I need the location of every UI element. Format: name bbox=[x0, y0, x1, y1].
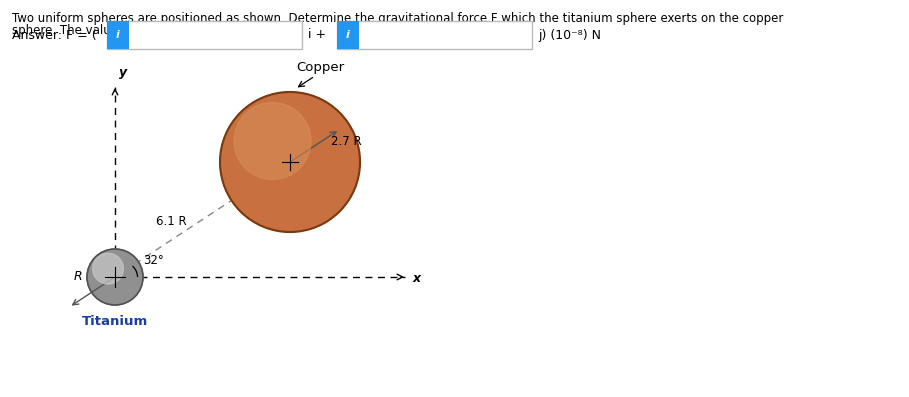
Text: 6.1 R: 6.1 R bbox=[156, 215, 186, 228]
Text: 32°: 32° bbox=[143, 254, 164, 267]
Text: y: y bbox=[119, 66, 127, 79]
Text: j) (10⁻⁸) N: j) (10⁻⁸) N bbox=[538, 29, 601, 42]
Bar bbox=[107, 21, 129, 49]
Text: Two uniform spheres are positioned as shown. Determine the gravitational force F: Two uniform spheres are positioned as sh… bbox=[12, 12, 784, 25]
Text: Copper: Copper bbox=[296, 61, 345, 74]
Circle shape bbox=[220, 92, 360, 232]
Text: R: R bbox=[74, 270, 82, 283]
Text: i: i bbox=[116, 30, 120, 40]
Bar bbox=[107, 21, 302, 49]
Circle shape bbox=[93, 253, 124, 284]
Circle shape bbox=[87, 249, 143, 305]
Text: x: x bbox=[413, 272, 421, 285]
Circle shape bbox=[234, 102, 311, 179]
Bar bbox=[337, 21, 359, 49]
Text: Answer: F = (: Answer: F = ( bbox=[12, 29, 101, 42]
Text: i: i bbox=[346, 30, 350, 40]
Text: sphere. The value of R is 60 mm.: sphere. The value of R is 60 mm. bbox=[12, 24, 207, 37]
Bar bbox=[337, 21, 532, 49]
Text: 2.7 R: 2.7 R bbox=[332, 135, 362, 148]
Text: i +: i + bbox=[308, 29, 326, 42]
Text: Titanium: Titanium bbox=[82, 315, 148, 328]
